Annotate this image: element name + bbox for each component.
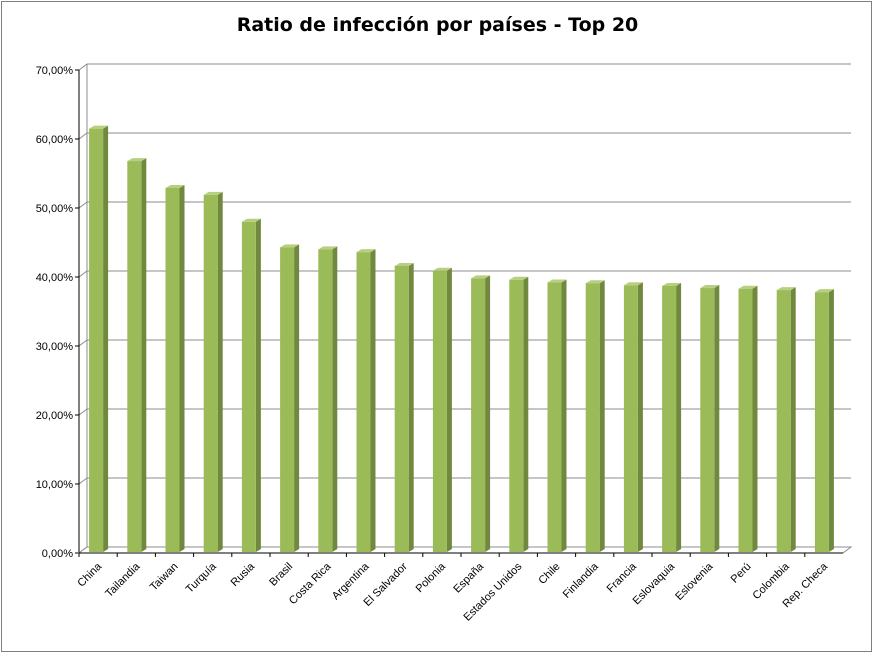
bar-side [141, 158, 147, 552]
bar-top [585, 280, 605, 284]
bar [623, 285, 638, 552]
bar-top [356, 249, 376, 253]
bar-side [408, 262, 414, 552]
bar-top [700, 285, 720, 289]
bar-top [509, 276, 529, 280]
x-tick-label: Chile [536, 561, 562, 587]
bar-side [332, 246, 338, 552]
bar [318, 249, 333, 552]
x-tick-label: Finlandia [561, 560, 602, 601]
bar-side [255, 218, 261, 553]
bar-side [752, 285, 758, 552]
bar-top [776, 287, 796, 291]
bar-side [790, 287, 796, 552]
bar-top [814, 289, 834, 293]
bar-top [547, 279, 567, 283]
bar-top [241, 218, 261, 222]
bar [356, 252, 371, 552]
bar-side [179, 184, 185, 553]
y-tick-label: 40,00% [36, 272, 74, 284]
x-tick-label: Brasil [267, 561, 295, 589]
bar-side [828, 289, 834, 552]
bar-side [485, 275, 491, 552]
bar-side [103, 125, 109, 553]
y-tick-label: 60,00% [36, 134, 74, 146]
floor [77, 546, 853, 554]
bar-side [561, 279, 567, 552]
bar-side [446, 267, 452, 552]
bar-top [662, 282, 682, 286]
y-tick-label: 30,00% [36, 341, 74, 353]
bar [471, 278, 486, 552]
bar-top [203, 191, 223, 195]
x-tick-label: Turquía [184, 560, 220, 596]
y-tick-label: 50,00% [36, 203, 74, 215]
bar-side [676, 282, 682, 552]
bar [432, 270, 447, 552]
x-tick-label: España [451, 560, 486, 595]
gridline-depth [78, 477, 88, 485]
gridline-depth [78, 339, 88, 347]
bar [89, 128, 104, 552]
gridline-depth [78, 63, 88, 71]
bar [776, 290, 791, 552]
bar [165, 187, 180, 553]
bar [241, 221, 256, 553]
bar-top [471, 275, 491, 279]
bar [127, 161, 142, 552]
bar-top [623, 282, 643, 286]
x-tick-label: Costa Rica [287, 560, 334, 607]
bar-top [165, 184, 185, 188]
x-tick-label: Rusia [229, 560, 258, 589]
bar-side [217, 191, 223, 552]
x-tick-label: Francia [605, 560, 640, 595]
x-tick-label: Taiwan [148, 561, 181, 594]
y-tick-label: 0,00% [42, 548, 73, 560]
bar [814, 292, 829, 552]
bar [585, 283, 600, 552]
x-tick-label: China [75, 560, 104, 589]
bar [547, 282, 562, 552]
x-tick-label: Polonia [414, 560, 449, 595]
bar-top [432, 267, 452, 271]
bar-side [523, 276, 529, 552]
gridline-depth [78, 132, 88, 140]
bar-top [318, 246, 338, 250]
bar-top [127, 158, 147, 162]
x-tick-label: Perú [729, 561, 754, 586]
bar [394, 265, 409, 552]
y-tick-label: 70,00% [36, 65, 74, 77]
y-tick-label: 10,00% [36, 479, 74, 491]
bar-side [637, 282, 643, 552]
bar-side [714, 285, 720, 552]
y-tick-label: 20,00% [36, 410, 74, 422]
x-tick-label: Tailandia [103, 560, 143, 600]
bar [203, 194, 218, 552]
bar-top [738, 285, 758, 289]
x-tick-label: Eslovenia [673, 560, 716, 603]
bar [509, 279, 524, 552]
gridline-depth [78, 408, 88, 416]
bar-top [280, 244, 300, 248]
bar-side [370, 249, 376, 552]
gridline-depth [78, 270, 88, 278]
chart-title: Ratio de infección por países - Top 20 [236, 14, 639, 36]
bar-side [294, 244, 300, 552]
gridline-depth [78, 201, 88, 209]
bar [700, 288, 715, 552]
bar-top [89, 125, 109, 129]
x-tick-label: Eslovaquia [631, 560, 678, 607]
bar [738, 288, 753, 552]
bar [662, 285, 677, 552]
bar-top [394, 262, 414, 266]
bar [280, 247, 295, 552]
bar-side [599, 280, 605, 552]
